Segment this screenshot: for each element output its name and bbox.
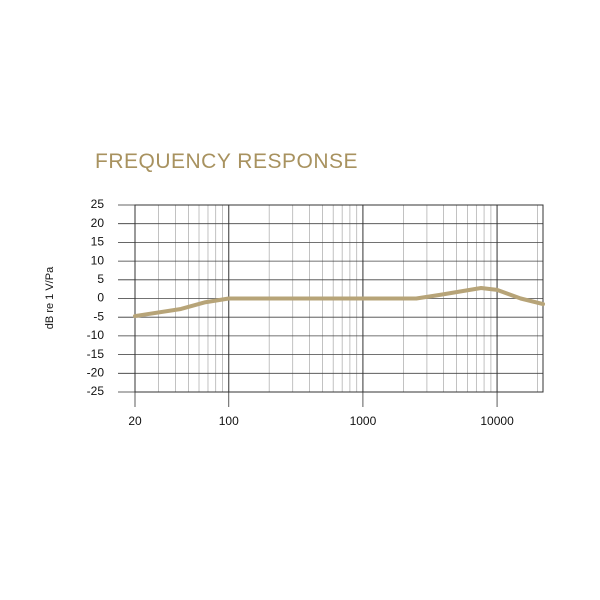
y-tick-label: 15 xyxy=(91,235,105,249)
plot-frame xyxy=(134,204,544,393)
y-tick-label: 20 xyxy=(91,216,105,230)
x-tick-label: 1000 xyxy=(350,414,377,428)
y-tick-label: 5 xyxy=(97,272,104,286)
x-tick-label: 20 xyxy=(128,414,142,428)
y-axis-label: dB re 1 V/Pa xyxy=(44,266,56,329)
y-tick-label: -5 xyxy=(93,309,104,323)
x-tick-label: 100 xyxy=(219,414,239,428)
y-tick-label: -15 xyxy=(87,347,105,361)
chart-title: FREQUENCY RESPONSE xyxy=(95,150,358,173)
y-tick-label: 25 xyxy=(91,197,105,211)
y-tick-label: -20 xyxy=(87,365,105,379)
y-tick-label: 0 xyxy=(97,291,104,305)
y-tick-label: -25 xyxy=(87,384,105,398)
y-tick-label: 10 xyxy=(91,253,105,267)
line-series xyxy=(133,286,545,319)
x-tick-label: 10000 xyxy=(480,414,514,428)
y-tick-label: -10 xyxy=(87,328,105,342)
